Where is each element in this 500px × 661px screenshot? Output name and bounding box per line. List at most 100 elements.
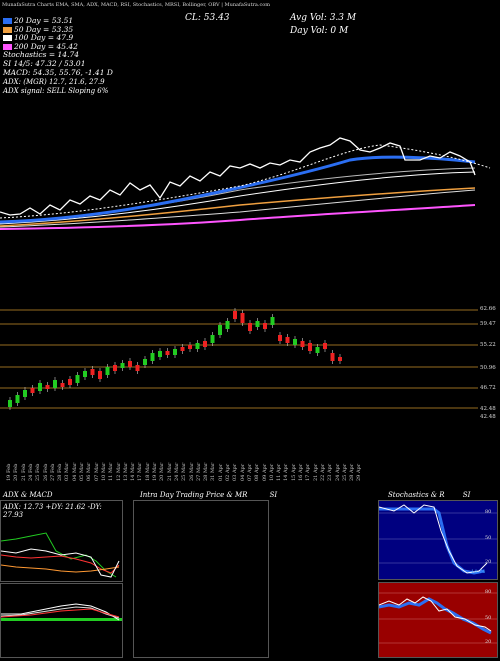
rsi-tick: 20 <box>485 639 492 645</box>
candle <box>300 341 305 347</box>
date-label: 16 Apr <box>298 463 304 481</box>
date-label: 24 Apr <box>334 463 341 481</box>
stochastics-chart <box>378 504 497 575</box>
candle <box>128 361 132 367</box>
stoch-si: SI <box>462 491 471 499</box>
candle <box>203 341 207 347</box>
intraday-panel <box>133 500 269 658</box>
candle <box>308 343 312 351</box>
date-label: 20 Mar <box>159 462 166 481</box>
adx-panel-title: ADX & MACD <box>3 491 53 499</box>
candle <box>143 359 147 365</box>
legend-ma200: 200 Day = 45.42 <box>14 41 78 51</box>
candle <box>68 379 72 385</box>
ma200-line <box>0 204 476 230</box>
date-label: 13 Mar <box>122 462 129 481</box>
ma100-line <box>0 171 476 225</box>
date-label: 03 Apr <box>232 463 239 481</box>
candle <box>278 335 282 341</box>
date-label: 17 Mar <box>137 462 144 481</box>
close-price-label: CL: 53.43 <box>185 13 230 23</box>
candle <box>315 347 320 353</box>
candle <box>120 363 125 368</box>
date-label: 05 Mar <box>79 462 85 481</box>
date-label: 15 Apr <box>290 463 297 481</box>
price-level-label: 42.48 <box>480 406 496 412</box>
date-label: 18 Mar <box>144 462 151 481</box>
ma20-line <box>0 155 476 224</box>
candle <box>60 383 65 387</box>
price-level-label: 59.47 <box>480 321 496 327</box>
avg-volume-label: Avg Vol: 3.3 M <box>290 13 357 23</box>
candle <box>240 313 245 323</box>
date-label: 25 Apr <box>341 463 348 481</box>
header-strip: MunafaSutra Charts EMA, SMA, ADX, MACD, … <box>2 2 271 8</box>
candle <box>248 323 252 331</box>
candle <box>53 380 57 388</box>
date-label: 10 Apr <box>268 463 275 481</box>
date-label: 21 Feb <box>20 463 27 481</box>
adx-info: ADX: (MGR) 12.7, 21.6, 27.9 ADX signal: … <box>3 78 108 96</box>
candle <box>173 349 177 355</box>
adx-panel: ADX: 12.73 +DY: 21.62 -DY: 27.93 <box>0 500 123 582</box>
date-label: 29 Apr <box>356 463 363 481</box>
macd-panel <box>0 583 123 658</box>
candle <box>188 345 192 349</box>
stoch-tick: 80 <box>485 509 492 515</box>
price-level-label: 46.72 <box>480 385 496 391</box>
date-label: 25 Mar <box>181 462 188 481</box>
date-axis: 19 Feb 20 Feb 21 Feb 24 Feb 25 Feb 26 Feb 27 F… <box>0 435 363 485</box>
price-level-label: 55.22 <box>480 342 496 348</box>
legend-stoch: Stochastics = 14.74 <box>3 50 80 60</box>
date-label: 20 Feb <box>13 463 20 481</box>
candlestick-chart <box>0 308 478 410</box>
candle <box>150 353 155 361</box>
date-label: 26 Feb <box>42 463 49 481</box>
date-label: 10 Mar <box>100 462 107 481</box>
candle <box>23 390 27 397</box>
candle <box>180 347 185 351</box>
date-label: 31 Mar <box>210 462 217 481</box>
candle <box>218 325 222 335</box>
date-label: 08 Apr <box>254 463 261 481</box>
price-level-label: 50.96 <box>480 365 496 371</box>
ma100-lower-line <box>0 189 476 228</box>
adx-values: ADX: (MGR) 12.7, 21.6, 27.9 <box>3 78 105 86</box>
intraday-title: Intra Day Trading Price & MR <box>140 491 248 499</box>
rsi-chart <box>378 592 497 644</box>
stoch-value: 14.74 <box>471 569 486 575</box>
stoch-title: Stochastics & R <box>388 491 445 499</box>
date-label: 07 Mar <box>93 462 100 481</box>
adx-signal: ADX signal: SELL Sloping 6% <box>3 87 109 95</box>
ma-legend: 20 Day = 53.51 50 Day = 53.35 100 Day = … <box>3 16 113 77</box>
date-label: 14 Mar <box>130 462 137 481</box>
date-label: 28 Mar <box>203 462 210 481</box>
candle <box>83 371 87 377</box>
date-label: 04 Mar <box>71 462 78 481</box>
date-label: 19 Feb <box>6 463 12 481</box>
candle <box>30 388 35 393</box>
candle <box>233 311 237 319</box>
ema-dotted-line <box>0 144 491 219</box>
date-label: 25 Feb <box>35 463 42 481</box>
candle <box>165 351 170 355</box>
candle <box>210 335 215 343</box>
day-volume-label: Day Vol: 0 M <box>290 26 349 36</box>
rsi-tick: 50 <box>485 615 492 621</box>
candle <box>38 383 42 391</box>
date-label: 06 Mar <box>86 462 93 481</box>
candle <box>8 400 12 407</box>
legend-ma100: 100 Day = 47.9 <box>14 33 74 43</box>
date-label: 27 Feb <box>49 463 56 481</box>
stoch-panel-title: Stochastics & R SI <box>388 491 470 499</box>
candle <box>255 321 260 327</box>
candle <box>158 351 162 357</box>
legend-si: SI 14/5: 47.32 / 53.01 <box>3 58 86 68</box>
date-label: 09 Apr <box>261 463 268 481</box>
candle <box>75 375 80 383</box>
legend-macd: MACD: 54.35, 55.76, -1.41 D <box>3 67 113 77</box>
stoch-tick: 20 <box>485 559 492 565</box>
legend-ma20: 20 Day = 53.51 <box>14 16 74 25</box>
candle <box>15 395 20 403</box>
date-label: 11 Mar <box>108 462 115 481</box>
